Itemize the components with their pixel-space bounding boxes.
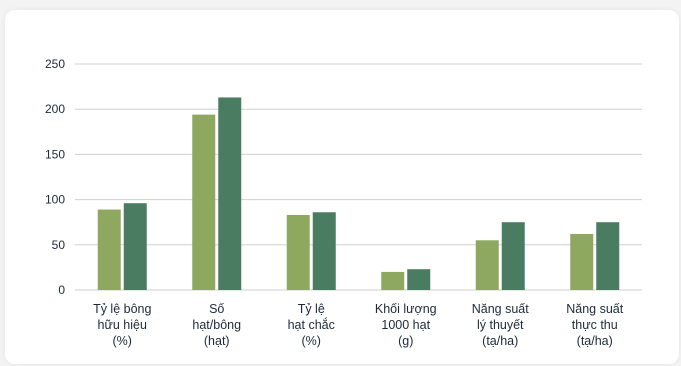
category-label: Khối lượng 1000 hạt (g) [375,302,437,348]
bar-series-1 [475,240,499,290]
bar-series-1 [286,214,310,290]
category-label: Tỷ lệ hạt chắc (%) [288,302,335,348]
bar-series-1 [192,114,216,291]
bars [97,97,620,291]
y-tick-label: 150 [45,147,65,161]
category-label: Năng suất thực thu (tạ/ha) [566,302,624,348]
category-label: Số hạt/bông (hạt) [192,302,241,348]
bar-series-1 [97,209,121,290]
y-tick-label: 0 [58,283,65,297]
bar-series-2 [501,222,525,290]
bar-series-1 [381,271,405,290]
y-axis-ticks: 0 50 100 150 200 250 [45,57,65,297]
y-tick-label: 200 [45,102,65,116]
y-tick-label: 100 [45,193,65,207]
y-tick-label: 250 [45,57,65,71]
bar-series-2 [218,97,242,290]
chart-card [5,10,679,364]
bar-series-2 [407,269,431,290]
gridlines [75,63,642,291]
bar-series-1 [570,233,594,290]
bar-series-2 [312,212,336,290]
y-tick-label: 50 [52,238,66,252]
bar-series-2 [596,222,620,290]
category-label: Năng suất lý thuyết (tạ/ha) [472,302,530,348]
category-label: Tỷ lệ bông hữu hiệu (%) [93,302,151,348]
bar-series-2 [123,203,147,290]
x-axis-categories: Tỷ lệ bông hữu hiệu (%) Số hạt/bông (hạt) Tỷ l… [93,302,624,348]
